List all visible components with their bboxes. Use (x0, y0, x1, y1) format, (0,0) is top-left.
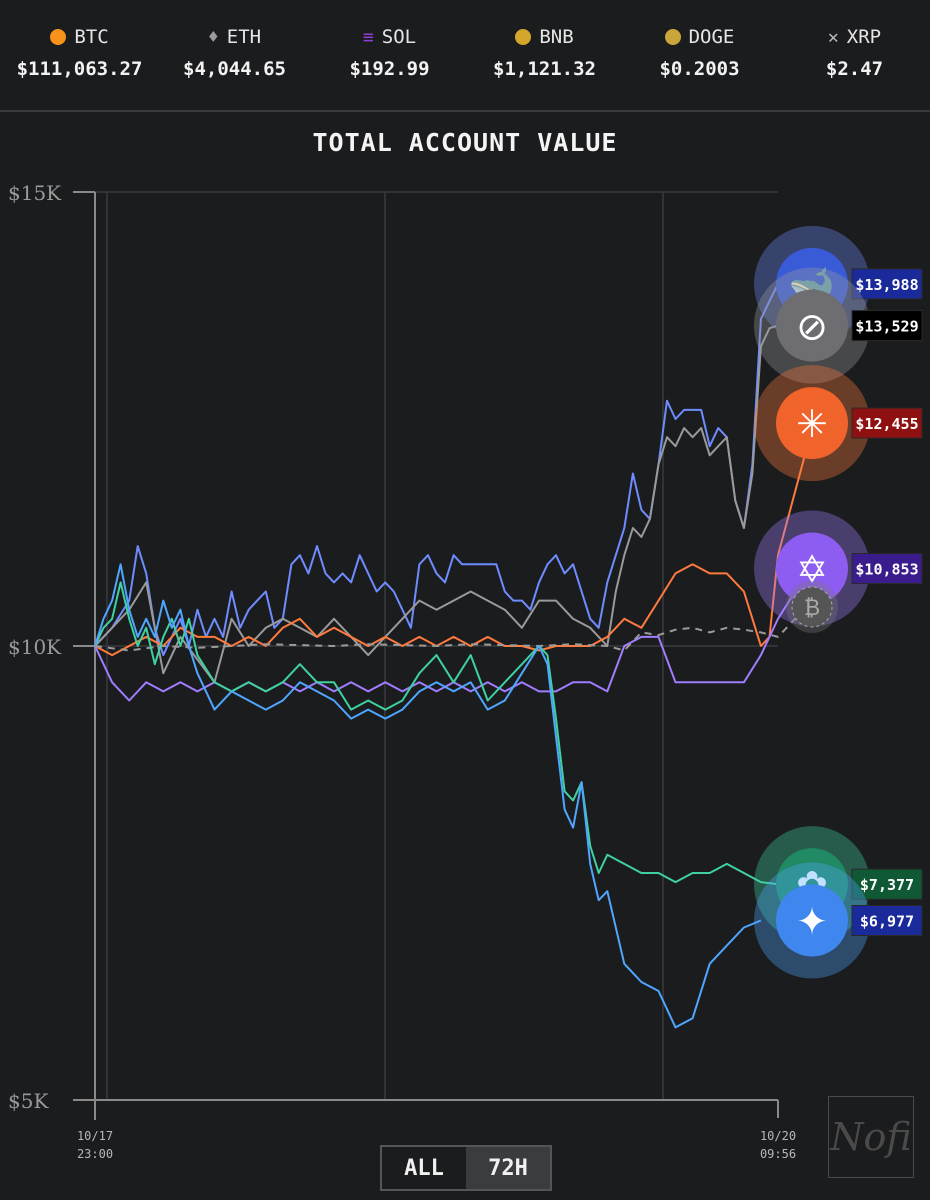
y-tick-label: $10K (8, 635, 62, 659)
value-badge (851, 407, 923, 439)
ticker-btc[interactable]: BTC $111,063.27 (2, 22, 157, 80)
ticker-price: $1,121.32 (493, 58, 596, 80)
ticker-sol[interactable]: ≡ SOL $192.99 (312, 22, 467, 80)
series-line-2 (95, 427, 818, 657)
ticker-price: $2.47 (825, 58, 884, 80)
value-badge-label: $13,529 (855, 318, 918, 336)
y-tick-label: $15K (8, 181, 62, 205)
ticker-symbol: DOGE (688, 26, 735, 48)
value-badge-label: $7,377 (860, 876, 914, 894)
ticker-xrp[interactable]: ✕ XRP $2.47 (777, 22, 930, 80)
range-72h-button[interactable]: 72H (466, 1147, 550, 1189)
claude-burst-icon-glyph: ✳ (796, 402, 828, 446)
grok-circle-icon (776, 289, 848, 362)
gemini-sparkle-icon-glyph: ✦ (796, 899, 828, 943)
range-toggle: ALL 72H (380, 1145, 552, 1191)
ticker-price: $111,063.27 (16, 58, 143, 80)
x-tick-label: 10/20 (760, 1129, 796, 1143)
qwen-star-icon (776, 532, 848, 605)
ticker-price: $192.99 (349, 58, 430, 80)
btc-benchmark-icon (791, 586, 833, 628)
ticker-bar: BTC $111,063.27 ♦ ETH $4,044.65 ≡ SOL $192… (0, 0, 930, 112)
x-tick-label: 23:00 (77, 1147, 113, 1161)
ticker-bnb[interactable]: BNB $1,121.32 (467, 22, 622, 80)
range-all-button[interactable]: ALL (382, 1147, 466, 1189)
ticker-symbol: BNB (539, 26, 574, 48)
watermark-logo: Nofi (828, 1096, 914, 1178)
y-tick-label: $5K (8, 1089, 49, 1113)
x-tick-label: 10/17 (77, 1129, 113, 1143)
bnb-coin-icon (515, 29, 532, 45)
doge-coin-icon (664, 29, 681, 45)
x-tick-label: 09:56 (760, 1147, 796, 1161)
claude-burst-icon (776, 387, 848, 460)
sol-bars-icon: ≡ (362, 26, 374, 48)
eth-diamond-icon: ♦ (207, 26, 219, 48)
value-badge (851, 268, 923, 300)
btc-coin-icon (50, 29, 67, 45)
gemini-sparkle-icon (776, 884, 848, 957)
grok-circle-icon-glyph: ⊘ (796, 305, 828, 349)
value-badge-label: $13,988 (855, 276, 918, 294)
ticker-eth[interactable]: ♦ ETH $4,044.65 (157, 22, 312, 80)
ticker-symbol: SOL (381, 26, 417, 48)
ticker-symbol: BTC (74, 26, 109, 48)
value-badge-label: $12,455 (855, 415, 918, 433)
value-badge (851, 868, 923, 900)
btc-benchmark-icon-glyph: ₿ (804, 596, 820, 621)
series-line-1 (95, 324, 779, 684)
qwen-star-icon-glyph: ✡ (796, 548, 828, 592)
value-badge-label: $10,853 (855, 561, 918, 579)
series-line-4 (95, 607, 818, 652)
series-line-5 (95, 581, 779, 886)
ticker-symbol: XRP (846, 26, 882, 48)
chart-title: TOTAL ACCOUNT VALUE (312, 128, 618, 157)
value-badge (851, 310, 923, 342)
xrp-x-icon: ✕ (827, 26, 839, 48)
series-line-6 (95, 563, 762, 1029)
value-badge (851, 553, 923, 585)
ticker-symbol: ETH (226, 26, 262, 48)
ticker-price: $4,044.65 (183, 58, 286, 80)
ticker-price: $0.2003 (659, 58, 740, 80)
value-badge (851, 904, 923, 936)
ticker-doge[interactable]: DOGE $0.2003 (622, 22, 777, 80)
value-badge-label: $6,977 (860, 912, 914, 930)
series-line-0 (95, 283, 779, 657)
